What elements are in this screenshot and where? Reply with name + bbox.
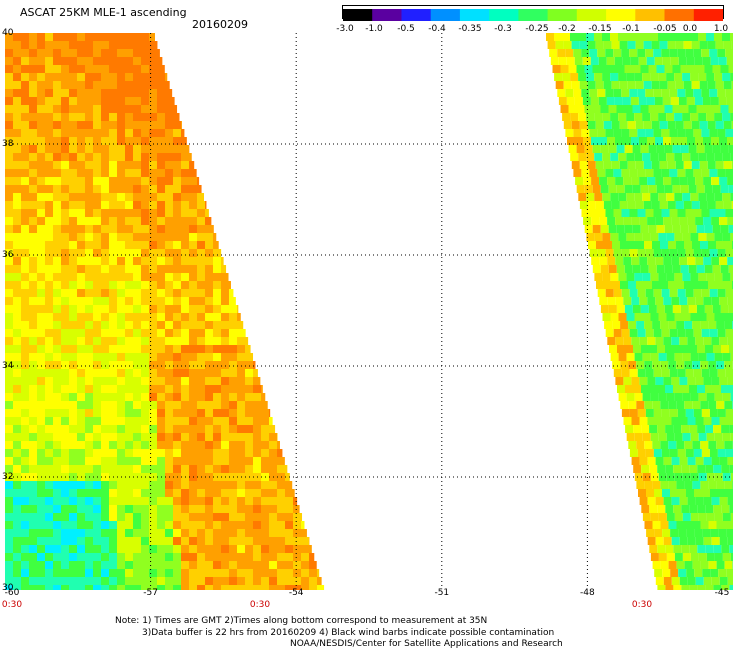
swath-data-layer xyxy=(5,33,733,590)
colorbar-segment xyxy=(693,9,724,21)
note-line-2: 3)Data buffer is 22 hrs from 20160209 4)… xyxy=(142,628,555,638)
latitude-label: 34 xyxy=(2,361,14,371)
colorbar-label: -0.1 xyxy=(622,24,640,34)
note-line-3: NOAA/NESDIS/Center for Satellite Applica… xyxy=(290,639,563,649)
colorbar-segment xyxy=(401,9,432,21)
colorbar-gradient xyxy=(343,9,724,21)
colorbar-label: -0.25 xyxy=(525,24,549,34)
latitude-label: 40 xyxy=(2,28,14,38)
map-date: 20160209 xyxy=(192,18,248,31)
latitude-label: 36 xyxy=(2,250,14,260)
colorbar-label: -0.15 xyxy=(588,24,612,34)
colorbar-label: 0.0 xyxy=(682,24,698,34)
time-label: 0:30 xyxy=(249,600,271,610)
colorbar-segment xyxy=(343,9,373,21)
time-label: 0:30 xyxy=(1,600,23,610)
colorbar-segment xyxy=(547,9,578,21)
time-label: 0:30 xyxy=(631,600,653,610)
colorbar-segment xyxy=(518,9,549,21)
longitude-label: -48 xyxy=(580,588,595,598)
latitude-label: 30 xyxy=(2,583,14,593)
longitude-label: -51 xyxy=(434,588,450,598)
colorbar-label: -0.4 xyxy=(428,24,446,34)
colorbar-segment xyxy=(430,9,461,21)
colorbar-segment xyxy=(489,9,519,21)
colorbar-label: -0.5 xyxy=(397,24,415,34)
colorbar-label: -0.2 xyxy=(558,24,576,34)
colorbar-segment xyxy=(459,9,490,21)
colorbar-label: -1.0 xyxy=(365,24,383,34)
longitude-label: -45 xyxy=(714,588,730,598)
colorbar-segment xyxy=(606,9,636,21)
colorbar-segment xyxy=(664,9,695,21)
note-line-1: Note: 1) Times are GMT 2)Times along bot… xyxy=(115,616,488,626)
colorbar-label: -3.0 xyxy=(336,24,354,34)
map-title: ASCAT 25KM MLE-1 ascending xyxy=(20,6,187,19)
colorbar-label: -0.35 xyxy=(458,24,482,34)
grid-lines xyxy=(5,33,733,588)
colorbar-label: 1.0 xyxy=(713,24,729,34)
colorbar-segment xyxy=(576,9,607,21)
colorbar-segment xyxy=(635,9,666,21)
colorbar-segment xyxy=(372,9,402,21)
colorbar-label: -0.05 xyxy=(653,24,677,34)
longitude-label: -60 xyxy=(4,588,20,598)
longitude-label: -57 xyxy=(143,588,158,598)
swath-map xyxy=(5,33,733,590)
colorbar-label: -0.3 xyxy=(494,24,512,34)
latitude-label: 32 xyxy=(2,472,14,482)
longitude-label: -54 xyxy=(288,588,304,598)
latitude-label: 38 xyxy=(2,139,14,149)
colorbar xyxy=(342,5,724,21)
